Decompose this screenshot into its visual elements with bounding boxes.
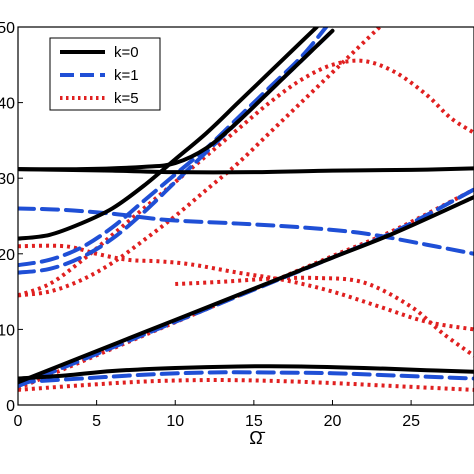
series-k5-branch-1	[18, 378, 474, 392]
x-tick-label: 0	[14, 413, 23, 430]
y-tick-label: 10	[0, 322, 15, 339]
x-tick-label: 10	[166, 413, 184, 430]
y-tick-label: 50	[0, 20, 15, 37]
y-tick-label: 40	[0, 96, 15, 113]
x-tick-label: 20	[324, 413, 342, 430]
series-k1-branch-4	[18, 206, 474, 256]
legend-k5-label: k=5	[114, 90, 139, 107]
legend-k1-label: k=1	[114, 67, 139, 84]
series-k0-branch-5	[18, 166, 474, 175]
series-k1-branch-3	[18, 28, 335, 275]
series-k5-branch-3	[18, 27, 382, 298]
legend-k0-label: k=0	[114, 44, 139, 61]
curves-layer	[18, 27, 474, 392]
series-k5-branch-4	[18, 243, 474, 332]
series-k0-branch-1	[18, 364, 474, 381]
series-k1-branch-1	[18, 370, 474, 385]
y-tick-label: 20	[0, 247, 15, 264]
series-k5-branch-6	[175, 275, 474, 358]
x-tick-label: 5	[92, 413, 101, 430]
legend: k=0 k=1 k=5	[49, 37, 161, 111]
y-tick-label: 30	[0, 171, 15, 188]
x-axis-label: Ω̄	[249, 428, 265, 448]
series-k0-branch-2	[18, 195, 474, 385]
plot-frame	[17, 26, 474, 406]
x-tick-label: 25	[402, 413, 420, 430]
series-k0-branch-3	[18, 27, 319, 241]
series-k1-branch-5	[18, 27, 329, 268]
y-tick-label: 0	[6, 398, 15, 415]
axes-layer: 0 5 10 15 20 25 0 10 20 30 40 50	[0, 20, 474, 430]
x-tick-label: 15	[245, 413, 263, 430]
